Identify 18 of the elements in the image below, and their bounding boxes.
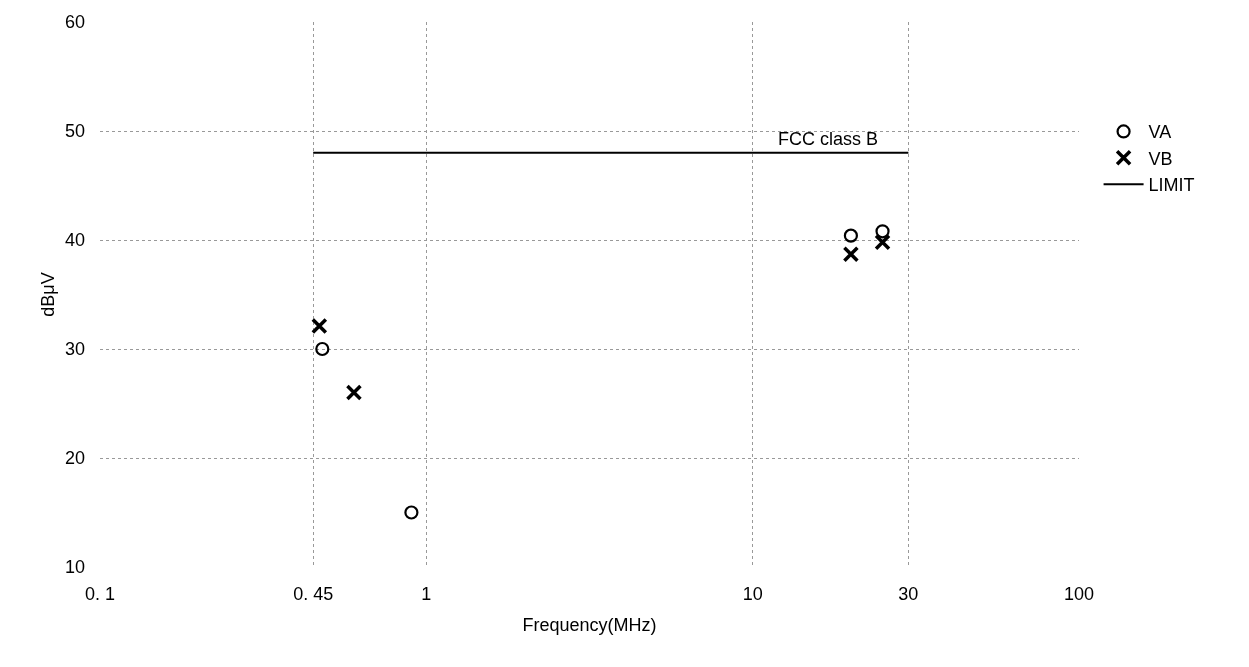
x-tick-label: 100 bbox=[1063, 584, 1095, 604]
y-tick-label: 50 bbox=[64, 121, 85, 142]
x-tick-label: 0. 45 bbox=[293, 584, 334, 604]
y-tick-label: 60 bbox=[64, 12, 85, 33]
x-tick-label: 30 bbox=[898, 584, 919, 604]
y-tick-label: 10 bbox=[64, 557, 85, 578]
legend-label: VB bbox=[1148, 148, 1173, 169]
y-tick-label: 30 bbox=[64, 339, 85, 360]
annotation: FCC class B bbox=[778, 129, 879, 149]
x-tick-label: 10 bbox=[742, 584, 763, 604]
legend-label: VA bbox=[1148, 122, 1172, 143]
x-tick-label: 1 bbox=[421, 584, 432, 604]
y-axis-title: dBμV bbox=[38, 272, 58, 317]
x-tick-label: 0. 1 bbox=[84, 584, 116, 604]
y-tick-label: 40 bbox=[64, 230, 85, 251]
x-axis-title: Frequency(MHz) bbox=[522, 615, 657, 635]
legend-label: LIMIT bbox=[1148, 175, 1195, 196]
y-tick-label: 20 bbox=[64, 448, 85, 469]
